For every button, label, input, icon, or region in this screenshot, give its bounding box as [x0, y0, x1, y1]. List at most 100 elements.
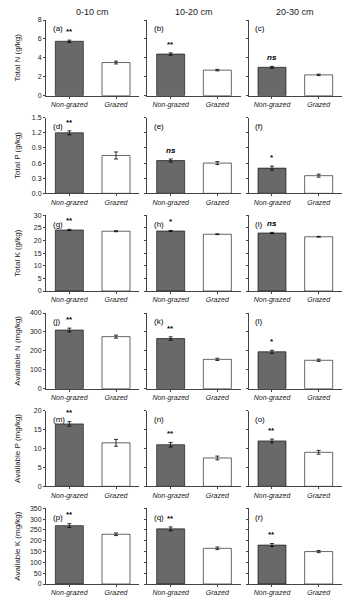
svg-text:(m): (m)	[53, 415, 65, 424]
svg-text:15: 15	[34, 250, 42, 257]
svg-text:Non-grazed: Non-grazed	[152, 589, 190, 597]
svg-text:0: 0	[38, 483, 42, 490]
svg-text:Grazed: Grazed	[307, 394, 331, 401]
svg-text:(f): (f)	[255, 122, 263, 131]
svg-text:Grazed: Grazed	[307, 199, 331, 206]
svg-text:Non-grazed: Non-grazed	[152, 296, 190, 304]
svg-text:0: 0	[38, 385, 42, 392]
svg-text:(o): (o)	[255, 415, 265, 424]
svg-text:Grazed: Grazed	[206, 101, 230, 108]
svg-text:Grazed: Grazed	[307, 589, 331, 596]
svg-text:Non-grazed: Non-grazed	[254, 589, 292, 597]
svg-text:Grazed: Grazed	[105, 296, 129, 303]
svg-text:Non-grazed: Non-grazed	[51, 394, 89, 402]
svg-text:0.0: 0.0	[32, 190, 42, 197]
svg-text:150: 150	[30, 548, 42, 555]
svg-text:Non-grazed: Non-grazed	[51, 492, 89, 500]
svg-text:Non-grazed: Non-grazed	[51, 199, 89, 207]
svg-text:(l): (l)	[255, 317, 262, 326]
svg-text:**: **	[167, 324, 174, 333]
svg-text:Non-grazed: Non-grazed	[152, 101, 190, 109]
svg-text:10-20 cm: 10-20 cm	[175, 7, 213, 17]
svg-text:Grazed: Grazed	[206, 589, 230, 596]
svg-text:(d): (d)	[53, 122, 63, 131]
svg-text:0.6: 0.6	[32, 160, 42, 167]
svg-text:Non-grazed: Non-grazed	[152, 492, 190, 500]
svg-text:2: 2	[38, 73, 42, 80]
svg-text:1.5: 1.5	[32, 114, 42, 121]
svg-text:200: 200	[30, 537, 42, 544]
svg-text:Grazed: Grazed	[206, 199, 230, 206]
svg-text:Non-grazed: Non-grazed	[51, 296, 89, 304]
svg-text:Non-grazed: Non-grazed	[254, 394, 292, 402]
svg-text:Grazed: Grazed	[307, 101, 331, 108]
svg-text:Non-grazed: Non-grazed	[152, 394, 190, 402]
svg-text:Grazed: Grazed	[206, 394, 230, 401]
svg-text:**: **	[268, 530, 275, 539]
svg-text:5: 5	[38, 275, 42, 282]
svg-text:**: **	[66, 510, 73, 519]
svg-text:ns: ns	[166, 146, 176, 155]
svg-text:Grazed: Grazed	[206, 296, 230, 303]
svg-text:0: 0	[38, 287, 42, 294]
svg-text:Grazed: Grazed	[307, 492, 331, 499]
svg-text:**: **	[66, 315, 73, 324]
svg-text:0-10 cm: 0-10 cm	[76, 7, 109, 17]
svg-text:Available P (mg/kg): Available P (mg/kg)	[13, 414, 22, 483]
svg-text:ns: ns	[267, 53, 277, 62]
svg-text:Non-grazed: Non-grazed	[254, 492, 292, 500]
svg-text:(b): (b)	[154, 24, 164, 33]
svg-text:100: 100	[30, 366, 42, 373]
svg-text:20: 20	[34, 237, 42, 244]
svg-text:Non-grazed: Non-grazed	[254, 199, 292, 207]
svg-text:Grazed: Grazed	[105, 394, 129, 401]
svg-text:350: 350	[30, 505, 42, 512]
svg-text:*: *	[270, 337, 274, 346]
svg-text:**: **	[167, 40, 174, 49]
svg-text:(p): (p)	[53, 513, 63, 522]
svg-text:*: *	[270, 153, 274, 162]
svg-text:Total P (g/kg): Total P (g/kg)	[13, 132, 22, 179]
svg-text:30: 30	[34, 212, 42, 219]
svg-text:(e): (e)	[154, 122, 164, 131]
svg-text:250: 250	[30, 526, 42, 533]
svg-text:(a): (a)	[53, 24, 63, 33]
svg-text:(h): (h)	[154, 220, 164, 229]
svg-text:**: **	[66, 216, 73, 225]
svg-text:Grazed: Grazed	[105, 101, 129, 108]
svg-text:Non-grazed: Non-grazed	[254, 101, 292, 109]
svg-text:0: 0	[38, 580, 42, 587]
svg-text:25: 25	[34, 224, 42, 231]
svg-text:100: 100	[30, 559, 42, 566]
svg-text:**: **	[167, 514, 174, 523]
svg-text:Grazed: Grazed	[307, 296, 331, 303]
svg-text:Total N (g/kg): Total N (g/kg)	[13, 34, 22, 82]
svg-text:15: 15	[34, 426, 42, 433]
svg-text:ns: ns	[267, 219, 277, 228]
svg-text:10: 10	[34, 445, 42, 452]
svg-text:0.3: 0.3	[32, 175, 42, 182]
svg-text:6: 6	[38, 35, 42, 42]
svg-text:0: 0	[38, 92, 42, 99]
svg-text:**: **	[167, 429, 174, 438]
svg-text:Grazed: Grazed	[206, 492, 230, 499]
svg-text:0.9: 0.9	[32, 144, 42, 151]
svg-text:*: *	[169, 217, 173, 226]
svg-text:Available K (mg/kg): Available K (mg/kg)	[13, 511, 22, 581]
svg-text:200: 200	[30, 347, 42, 354]
svg-text:Non-grazed: Non-grazed	[152, 199, 190, 207]
svg-text:(n): (n)	[154, 415, 164, 424]
svg-text:10: 10	[34, 262, 42, 269]
svg-text:Grazed: Grazed	[105, 199, 129, 206]
svg-text:Total K (g/kg): Total K (g/kg)	[13, 229, 22, 276]
svg-text:4: 4	[38, 54, 42, 61]
svg-text:(r): (r)	[255, 513, 263, 522]
svg-text:(g): (g)	[53, 220, 63, 229]
svg-text:Available N (mg/kg): Available N (mg/kg)	[13, 316, 22, 386]
svg-text:20-30 cm: 20-30 cm	[276, 7, 314, 17]
svg-text:**: **	[268, 426, 275, 435]
svg-text:Grazed: Grazed	[105, 492, 129, 499]
svg-text:Non-grazed: Non-grazed	[254, 296, 292, 304]
svg-text:**: **	[66, 118, 73, 127]
svg-text:**: **	[66, 27, 73, 36]
